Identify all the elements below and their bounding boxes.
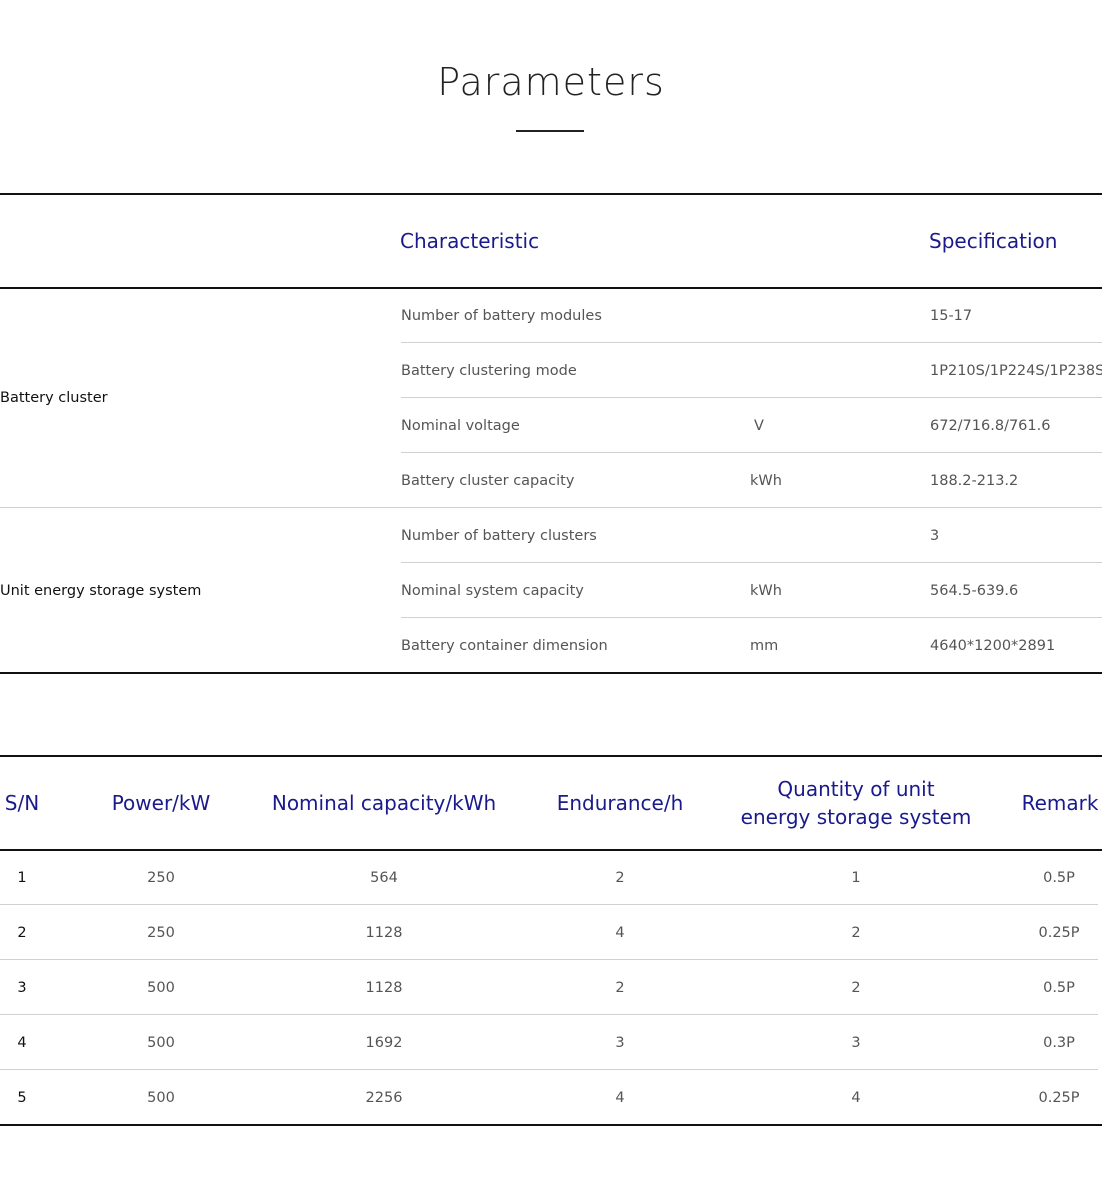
config-table-bottom-border xyxy=(0,1124,1102,1126)
row-divider xyxy=(0,1014,1098,1015)
specification-cell: 1P210S/1P224S/1P238S xyxy=(930,362,1102,379)
group-label: Unit energy storage system xyxy=(0,582,202,599)
row-divider xyxy=(401,342,1102,343)
characteristic-cell: Battery cluster capacity xyxy=(401,472,575,489)
column-header-line: Remark xyxy=(1021,791,1099,815)
row-divider xyxy=(401,617,1102,618)
table-cell: 2256 xyxy=(365,1089,403,1106)
column-header-line: Nominal capacity/kWh xyxy=(271,791,497,815)
table-cell: 4 xyxy=(615,1089,625,1106)
column-header: Nominal capacity/kWh xyxy=(272,789,496,817)
unit-cell: V xyxy=(754,417,764,434)
table-cell: 3 xyxy=(851,1034,861,1051)
table-cell: 500 xyxy=(147,1034,175,1051)
characteristic-cell: Number of battery modules xyxy=(401,307,602,324)
row-divider xyxy=(0,959,1098,960)
table-cell: 1 xyxy=(851,869,861,886)
title-underline xyxy=(516,130,584,132)
characteristic-cell: Battery container dimension xyxy=(401,637,608,654)
table-cell: 4 xyxy=(615,924,625,941)
table-cell: 1128 xyxy=(365,979,403,996)
table-cell: 5 xyxy=(17,1089,27,1106)
specification-cell: 15-17 xyxy=(930,307,973,324)
specification-cell: 4640*1200*2891 xyxy=(930,637,1056,654)
column-header: Remark xyxy=(1022,789,1099,817)
column-header: S/N xyxy=(5,789,39,817)
characteristic-cell: Nominal system capacity xyxy=(401,582,584,599)
row-divider xyxy=(0,1069,1098,1070)
column-header-line: Power/kW xyxy=(111,791,211,815)
table-cell: 250 xyxy=(147,869,175,886)
table-cell: 0.5P xyxy=(1043,979,1075,996)
table-cell: 4 xyxy=(17,1034,27,1051)
specification-cell: 3 xyxy=(930,527,940,544)
table-cell: 500 xyxy=(147,979,175,996)
column-header-line: energy storage system xyxy=(740,805,972,829)
page-title: Parameters xyxy=(437,60,665,104)
table-cell: 0.25P xyxy=(1038,1089,1080,1106)
unit-cell: kWh xyxy=(750,582,782,599)
table-cell: 564 xyxy=(370,869,398,886)
config-table-top-border xyxy=(0,755,1102,757)
table-cell: 4 xyxy=(851,1089,861,1106)
column-header: Quantity of unit energy storage system xyxy=(741,775,972,831)
specs-header-border xyxy=(0,287,1102,289)
column-header: Power/kW xyxy=(112,789,211,817)
column-header-line: Endurance/h xyxy=(556,791,684,815)
config-header-border xyxy=(0,849,1102,851)
table-cell: 2 xyxy=(615,979,625,996)
header-characteristic: Characteristic xyxy=(400,229,540,253)
table-cell: 1 xyxy=(17,869,27,886)
table-cell: 0.3P xyxy=(1043,1034,1075,1051)
table-cell: 2 xyxy=(615,869,625,886)
table-cell: 3 xyxy=(17,979,27,996)
table-cell: 0.25P xyxy=(1038,924,1080,941)
characteristic-cell: Nominal voltage xyxy=(401,417,520,434)
specification-cell: 672/716.8/761.6 xyxy=(930,417,1051,434)
group-label: Battery cluster xyxy=(0,390,108,406)
specification-cell: 188.2-213.2 xyxy=(930,472,1019,489)
table-cell: 0.5P xyxy=(1043,869,1075,886)
row-divider xyxy=(0,904,1098,905)
characteristic-cell: Battery clustering mode xyxy=(401,362,577,379)
specs-table-top-border xyxy=(0,193,1102,195)
specs-table-bottom-border xyxy=(0,672,1102,674)
column-header-line: Quantity of unit xyxy=(777,777,935,801)
group-divider xyxy=(0,507,1102,508)
column-header-line: S/N xyxy=(4,791,40,815)
column-header: Endurance/h xyxy=(557,789,684,817)
characteristic-cell: Number of battery clusters xyxy=(401,527,597,544)
table-cell: 500 xyxy=(147,1089,175,1106)
row-divider xyxy=(401,452,1102,453)
table-cell: 2 xyxy=(851,924,861,941)
table-cell: 2 xyxy=(851,979,861,996)
specification-cell: 564.5-639.6 xyxy=(930,582,1019,599)
table-cell: 1692 xyxy=(365,1034,403,1051)
row-divider xyxy=(401,397,1102,398)
table-cell: 1128 xyxy=(365,924,403,941)
unit-cell: kWh xyxy=(750,472,782,489)
header-specification: Specification xyxy=(929,229,1058,253)
table-cell: 2 xyxy=(17,924,27,941)
table-cell: 3 xyxy=(615,1034,625,1051)
table-cell: 250 xyxy=(147,924,175,941)
unit-cell: mm xyxy=(750,637,779,654)
row-divider xyxy=(401,562,1102,563)
